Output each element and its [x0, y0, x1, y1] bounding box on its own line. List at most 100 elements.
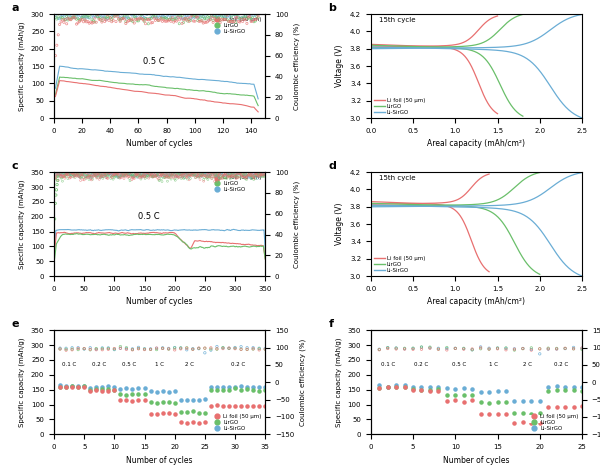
Point — [253, 172, 263, 180]
Point — [167, 12, 177, 20]
Point — [119, 171, 129, 179]
Point — [83, 174, 92, 181]
Point — [104, 388, 113, 395]
Point — [61, 171, 70, 179]
Point — [248, 173, 257, 181]
Point — [248, 16, 257, 23]
Legend: Li foil (50 μm), LirGO, Li-SirGO: Li foil (50 μm), LirGO, Li-SirGO — [211, 414, 262, 432]
Point — [200, 18, 209, 26]
Point — [193, 169, 202, 176]
Point — [148, 173, 158, 180]
Point — [232, 169, 242, 177]
Point — [79, 170, 89, 178]
Point — [170, 173, 180, 180]
Point — [194, 396, 203, 403]
Point — [217, 171, 227, 179]
Point — [400, 345, 409, 352]
Point — [408, 385, 418, 393]
Point — [434, 346, 443, 353]
Point — [97, 173, 107, 180]
Point — [241, 12, 250, 20]
Point — [141, 14, 151, 22]
Point — [476, 345, 485, 353]
Point — [180, 170, 190, 177]
Point — [164, 409, 173, 417]
Point — [71, 172, 81, 179]
Point — [70, 14, 80, 22]
Point — [73, 383, 83, 391]
Point — [242, 346, 252, 353]
Point — [88, 170, 97, 178]
Point — [260, 403, 270, 410]
Point — [552, 386, 562, 393]
Point — [180, 15, 190, 22]
Point — [178, 170, 188, 177]
Point — [212, 12, 222, 20]
Point — [200, 15, 209, 22]
Point — [237, 169, 247, 176]
Point — [207, 12, 217, 20]
Point — [130, 171, 139, 179]
Point — [156, 12, 166, 20]
Point — [188, 345, 197, 353]
Point — [72, 15, 82, 23]
Point — [179, 169, 189, 177]
Point — [88, 176, 97, 183]
Point — [241, 170, 251, 178]
Point — [115, 168, 124, 175]
Point — [198, 171, 208, 178]
Point — [61, 347, 71, 354]
Point — [145, 170, 154, 177]
Point — [200, 418, 209, 426]
Point — [62, 13, 71, 20]
Point — [211, 169, 220, 176]
Point — [190, 12, 200, 19]
Point — [139, 170, 148, 178]
Point — [203, 13, 212, 21]
Point — [227, 18, 236, 25]
Point — [201, 19, 211, 26]
Point — [218, 16, 228, 24]
Point — [408, 345, 418, 352]
Point — [190, 172, 200, 179]
Point — [66, 174, 76, 181]
Point — [242, 172, 252, 179]
Point — [76, 174, 85, 181]
Point — [70, 171, 80, 178]
Point — [55, 344, 65, 352]
Point — [133, 171, 142, 178]
Point — [122, 169, 131, 176]
Point — [98, 9, 108, 17]
Point — [100, 14, 109, 21]
Point — [134, 172, 144, 179]
Point — [116, 343, 125, 350]
Point — [251, 175, 260, 183]
Point — [191, 13, 201, 21]
Point — [174, 168, 184, 175]
Point — [73, 170, 82, 177]
Point — [152, 15, 161, 22]
Point — [181, 172, 190, 180]
Point — [258, 171, 268, 179]
Point — [82, 170, 91, 177]
Point — [100, 13, 109, 20]
Point — [226, 172, 235, 180]
Point — [242, 168, 251, 175]
Point — [86, 173, 96, 180]
Point — [70, 172, 80, 179]
Point — [106, 14, 115, 21]
Point — [85, 172, 94, 180]
Point — [493, 344, 502, 352]
Point — [125, 177, 135, 184]
Point — [115, 172, 124, 180]
Point — [67, 383, 77, 390]
Point — [230, 171, 240, 179]
Point — [239, 174, 249, 181]
Point — [226, 168, 235, 175]
Point — [104, 170, 113, 177]
Point — [124, 14, 133, 21]
Point — [459, 398, 469, 405]
Point — [127, 172, 137, 179]
Point — [205, 172, 215, 179]
Point — [92, 171, 102, 178]
